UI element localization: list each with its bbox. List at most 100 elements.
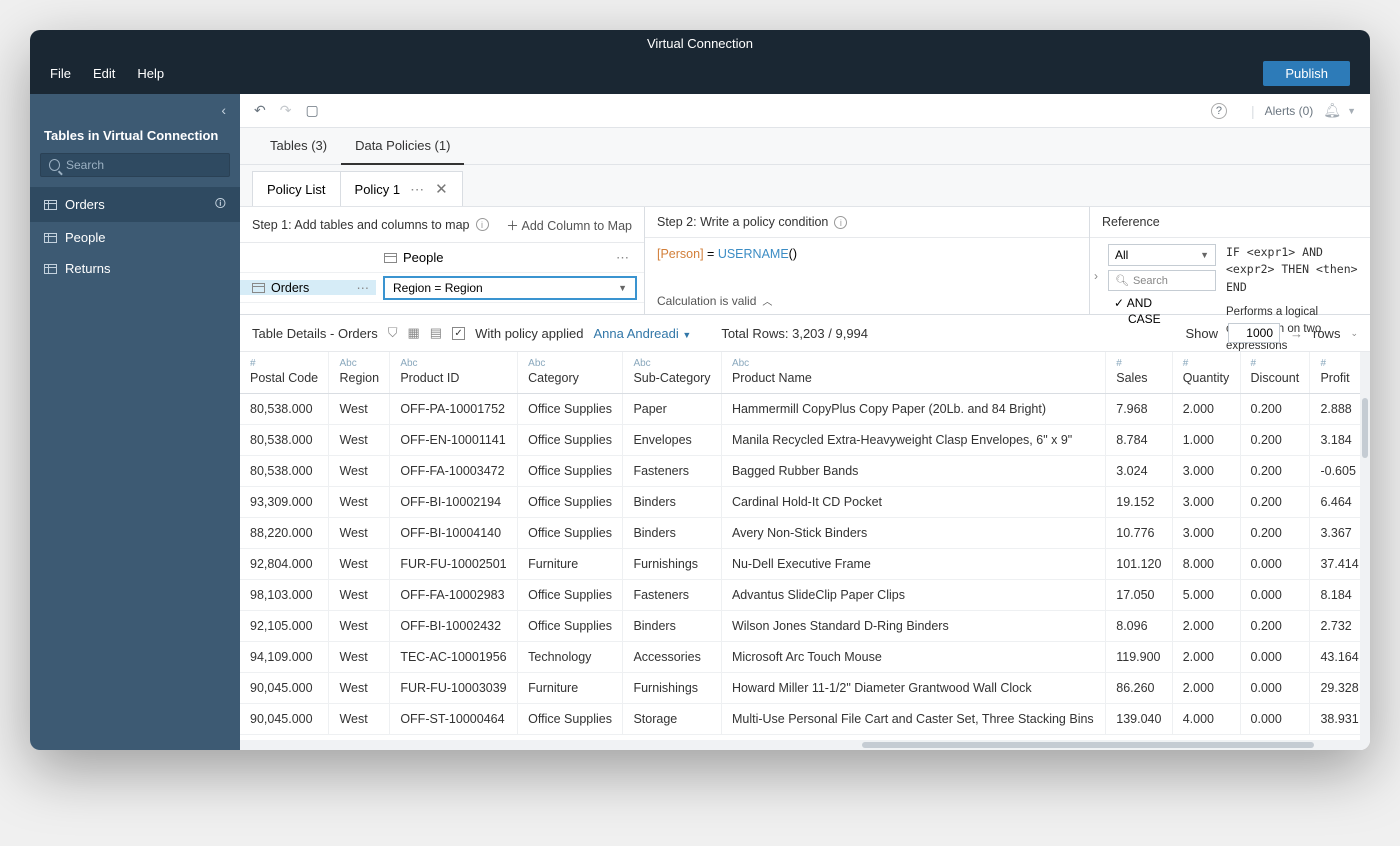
grid-compact-icon[interactable]: ▤ — [430, 325, 442, 341]
table-row[interactable]: 92,804.000WestFUR-FU-10002501FurnitureFu… — [240, 549, 1370, 580]
cell: Manila Recycled Extra-Heavyweight Clasp … — [721, 425, 1105, 456]
cell: 3.000 — [1172, 456, 1240, 487]
rows-label: rows — [1313, 326, 1340, 341]
sidebar-collapse-icon[interactable]: ‹ — [30, 94, 240, 122]
cell: Multi-Use Personal File Cart and Caster … — [721, 704, 1105, 735]
cell: Cardinal Hold-It CD Pocket — [721, 487, 1105, 518]
apply-rows-icon[interactable]: → — [1290, 326, 1303, 341]
column-header[interactable]: AbcRegion — [329, 352, 390, 394]
table-menu-icon[interactable]: ⋯ — [357, 280, 377, 295]
sidebar-search[interactable] — [40, 153, 230, 177]
policy-table-orders[interactable]: Orders ⋯ — [240, 280, 376, 295]
table-row[interactable]: 90,045.000WestFUR-FU-10003039FurnitureFu… — [240, 673, 1370, 704]
sidebar-table-label: Orders — [65, 197, 105, 212]
reference-search[interactable]: 🔍︎Search — [1108, 270, 1216, 291]
close-icon[interactable]: ✕ — [435, 180, 448, 198]
menu-edit[interactable]: Edit — [93, 66, 115, 81]
toolbar: ↶ ↷ ▢ ? | Alerts (0) 🔔︎ ▼ — [240, 94, 1370, 128]
chevron-right-icon[interactable]: › — [1094, 269, 1098, 283]
preview-user-select[interactable]: Anna Andreadi ▼ — [593, 326, 691, 341]
column-header[interactable]: AbcSub-Category — [623, 352, 722, 394]
tab-data-policies[interactable]: Data Policies (1) — [341, 128, 464, 165]
cell: Furniture — [518, 549, 623, 580]
help-icon[interactable]: ? — [1211, 103, 1227, 119]
column-menu-icon[interactable]: ⋯ — [616, 250, 636, 266]
column-header[interactable]: #Discount — [1240, 352, 1310, 394]
bell-icon[interactable]: 🔔︎ — [1323, 102, 1341, 119]
policy-menu-icon[interactable]: ⋯ — [410, 181, 423, 198]
table-row[interactable]: 98,103.000WestOFF-FA-10002983Office Supp… — [240, 580, 1370, 611]
table-row[interactable]: 94,109.000WestTEC-AC-10001956TechnologyA… — [240, 642, 1370, 673]
cell: Furniture — [518, 673, 623, 704]
alerts-label[interactable]: Alerts (0) — [1265, 104, 1314, 118]
table-row[interactable]: 88,220.000WestOFF-BI-10004140Office Supp… — [240, 518, 1370, 549]
subtab-policy-list[interactable]: Policy List — [252, 171, 340, 206]
table-row[interactable]: 90,045.000WestOFF-ST-10000464Office Supp… — [240, 704, 1370, 735]
table-icon — [384, 253, 397, 263]
redo-icon[interactable]: ↷ — [280, 102, 292, 119]
sidebar-table-label: Returns — [65, 261, 111, 276]
chevron-down-icon: ▼ — [1200, 250, 1209, 260]
vertical-scrollbar[interactable] — [1360, 352, 1370, 740]
tag-icon[interactable]: ⛉ — [388, 325, 398, 341]
expand-icon[interactable]: ⌄ — [1350, 328, 1358, 339]
info-icon[interactable]: i — [476, 218, 489, 231]
step1-title: Step 1: Add tables and columns to map — [252, 218, 470, 232]
publish-button[interactable]: Publish — [1263, 61, 1350, 86]
sidebar-table-orders[interactable]: Orders 🛈 — [30, 187, 240, 222]
cell: 5.000 — [1172, 580, 1240, 611]
cell: OFF-PA-10001752 — [390, 394, 518, 425]
alerts-chevron-icon[interactable]: ▼ — [1347, 106, 1356, 116]
entitlement-table[interactable]: People — [403, 250, 443, 265]
grid-full-icon[interactable]: ▦ — [407, 325, 419, 341]
add-column-button[interactable]: ＋ Add Column to Map — [506, 215, 632, 234]
cell: 80,538.000 — [240, 394, 329, 425]
reference-filter-select[interactable]: All▼ — [1108, 244, 1216, 266]
save-icon[interactable]: ▢ — [305, 102, 318, 119]
cell: Fasteners — [623, 456, 722, 487]
table-row[interactable]: 93,309.000WestOFF-BI-10002194Office Supp… — [240, 487, 1370, 518]
cell: West — [329, 673, 390, 704]
cell: Avery Non-Stick Binders — [721, 518, 1105, 549]
cell: West — [329, 425, 390, 456]
function-and[interactable]: ✓ AND — [1114, 295, 1210, 311]
calculation-status[interactable]: Calculation is valid ︿ — [645, 287, 1089, 314]
column-header[interactable]: #Sales — [1106, 352, 1172, 394]
column-header[interactable]: #Quantity — [1172, 352, 1240, 394]
table-icon — [44, 233, 57, 243]
horizontal-scrollbar[interactable] — [240, 740, 1370, 750]
tab-tables[interactable]: Tables (3) — [256, 128, 341, 164]
column-mapping-select[interactable]: Region = Region ▼ — [384, 277, 636, 299]
cell: 0.000 — [1240, 580, 1310, 611]
step2-title: Step 2: Write a policy condition — [657, 215, 828, 229]
table-row[interactable]: 80,538.000WestOFF-PA-10001752Office Supp… — [240, 394, 1370, 425]
cell: Furnishings — [623, 673, 722, 704]
table-row[interactable]: 80,538.000WestOFF-FA-10003472Office Supp… — [240, 456, 1370, 487]
sidebar-search-input[interactable] — [66, 158, 221, 172]
cell: 8.000 — [1172, 549, 1240, 580]
column-header[interactable]: AbcProduct ID — [390, 352, 518, 394]
sidebar-table-people[interactable]: People — [30, 222, 240, 253]
data-grid-container[interactable]: #Postal CodeAbcRegionAbcProduct IDAbcCat… — [240, 352, 1370, 740]
show-label: Show — [1185, 326, 1218, 341]
sidebar-table-returns[interactable]: Returns — [30, 253, 240, 284]
policy-condition-editor[interactable]: [Person] = USERNAME() — [645, 238, 1089, 287]
cell: 10.776 — [1106, 518, 1172, 549]
column-header[interactable]: AbcProduct Name — [721, 352, 1105, 394]
cell: OFF-BI-10004140 — [390, 518, 518, 549]
info-icon[interactable]: i — [834, 216, 847, 229]
show-rows-input[interactable] — [1228, 323, 1280, 343]
cell: Binders — [623, 611, 722, 642]
column-header[interactable]: AbcCategory — [518, 352, 623, 394]
cell: Office Supplies — [518, 611, 623, 642]
with-policy-checkbox[interactable]: ✓ — [452, 327, 465, 340]
subtab-policy-1[interactable]: Policy 1 ⋯ ✕ — [340, 171, 463, 206]
table-row[interactable]: 80,538.000WestOFF-EN-10001141Office Supp… — [240, 425, 1370, 456]
cell: 98,103.000 — [240, 580, 329, 611]
menu-help[interactable]: Help — [137, 66, 164, 81]
undo-icon[interactable]: ↶ — [254, 102, 266, 119]
table-row[interactable]: 92,105.000WestOFF-BI-10002432Office Supp… — [240, 611, 1370, 642]
menu-file[interactable]: File — [50, 66, 71, 81]
column-header[interactable]: #Postal Code — [240, 352, 329, 394]
cell: 3.024 — [1106, 456, 1172, 487]
